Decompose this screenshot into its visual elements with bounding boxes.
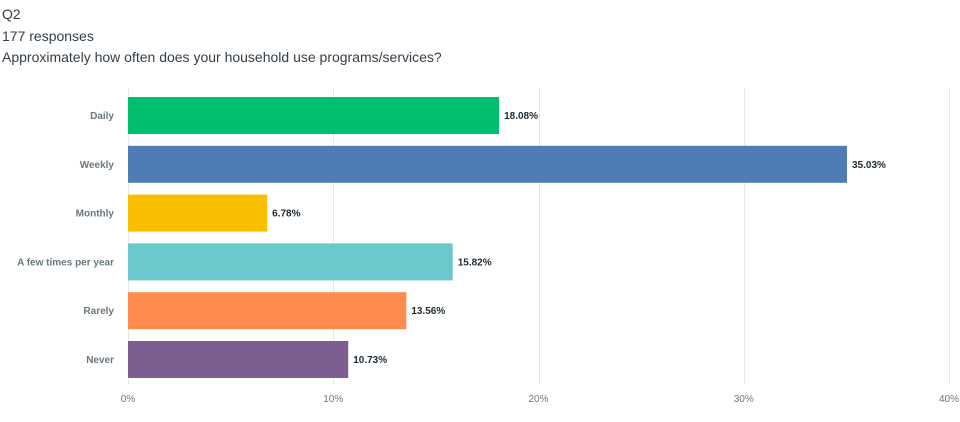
value-label: 10.73% xyxy=(353,355,387,366)
x-axis-ticks: 0% 10% 20% 30% 40% xyxy=(121,394,959,405)
x-tick-label: 30% xyxy=(734,394,754,405)
x-tick-label: 10% xyxy=(323,394,343,405)
bar xyxy=(128,145,847,183)
value-label: 18.08% xyxy=(504,111,538,122)
category-label: Rarely xyxy=(83,306,114,317)
value-label: 15.82% xyxy=(458,257,492,268)
bar xyxy=(128,292,407,330)
category-labels: Daily Weekly Monthly A few times per year Ra… xyxy=(17,111,114,366)
category-label: Weekly xyxy=(80,160,115,171)
category-label: Monthly xyxy=(76,209,115,220)
category-label: Never xyxy=(86,355,114,366)
value-label: 6.78% xyxy=(272,209,300,220)
bars xyxy=(128,97,847,378)
x-tick-label: 40% xyxy=(939,394,959,405)
category-label: Daily xyxy=(90,111,114,122)
question-text: Approximately how often does your househ… xyxy=(2,49,442,65)
value-label: 13.56% xyxy=(411,306,445,317)
bar xyxy=(128,97,500,134)
bar xyxy=(128,243,453,281)
x-tick-label: 20% xyxy=(528,394,548,405)
question-number: Q2 xyxy=(2,6,21,22)
response-count: 177 responses xyxy=(2,27,94,44)
bar xyxy=(128,341,349,378)
gridlines xyxy=(128,88,950,384)
bar xyxy=(128,194,268,232)
value-label: 35.03% xyxy=(852,160,886,171)
x-tick-label: 0% xyxy=(121,394,136,405)
question-header: Q2 177 responses Approximately how often… xyxy=(2,4,442,69)
value-labels: 18.08% 35.03% 6.78% 15.82% 13.56% 10.73% xyxy=(272,111,886,366)
category-label: A few times per year xyxy=(17,257,114,268)
